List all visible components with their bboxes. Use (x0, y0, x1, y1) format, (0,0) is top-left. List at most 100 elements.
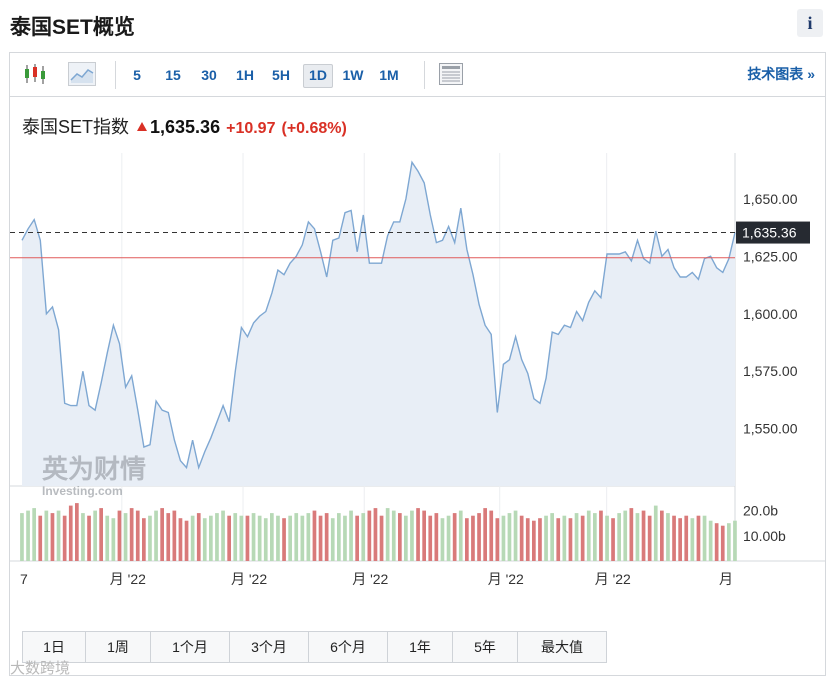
investing-watermark-logo: 英为财情 (42, 455, 146, 485)
volume-bar (282, 518, 286, 561)
volume-bar (361, 513, 366, 561)
interval-5[interactable]: 5 (133, 67, 141, 83)
volume-bar (160, 508, 164, 561)
volume-bar (544, 515, 548, 561)
up-arrow-icon (137, 122, 148, 131)
volume-bar (245, 515, 250, 561)
volume-bar (672, 515, 676, 561)
volume-bar (349, 510, 353, 561)
volume-bar (696, 515, 701, 561)
volume-bar (550, 513, 554, 561)
investing-watermark-text: Investing.com (42, 484, 123, 498)
volume-bar (221, 510, 225, 561)
volume-bar (117, 510, 122, 561)
volume-bar (580, 515, 585, 561)
corner-watermark: 大数跨境 (10, 660, 71, 677)
toolbar-divider (424, 61, 425, 89)
volume-bar (300, 515, 305, 561)
volume-bar (660, 510, 664, 561)
volume-bar (404, 515, 408, 561)
volume-bar (209, 515, 213, 561)
interval-5h[interactable]: 5H (272, 67, 290, 83)
volume-bar (690, 518, 695, 561)
interval-1d[interactable]: 1D (303, 64, 333, 88)
volume-bar (556, 518, 561, 561)
index-name: 泰国SET指数 (22, 117, 130, 137)
area-chart-icon[interactable] (68, 62, 96, 86)
volume-bar (56, 510, 61, 561)
y-tick-label: 1,575.00 (743, 363, 798, 379)
chart-toolbar: 5 15 30 1H 5H 1D 1W 1M 技术图表 » (10, 53, 825, 97)
volume-bar (355, 515, 359, 561)
volume-bar (483, 508, 487, 561)
volume-bar (148, 515, 152, 561)
technical-chart-link[interactable]: 技术图表 » (747, 66, 815, 82)
volume-bar (678, 518, 682, 561)
table-view-icon[interactable] (438, 62, 464, 86)
volume-bar (129, 508, 134, 561)
volume-bar (172, 510, 177, 561)
volume-bar (495, 518, 500, 561)
candlestick-icon[interactable] (22, 62, 48, 86)
volume-bar (142, 518, 146, 561)
range-tab-3m[interactable]: 3个月 (230, 632, 309, 662)
range-selector: 1日 1周 1个月 3个月 6个月 1年 5年 最大值 (22, 631, 607, 663)
volume-bar (507, 513, 512, 561)
x-tick-label: 月 (719, 571, 733, 587)
range-tab-1d[interactable]: 1日 (23, 632, 86, 662)
range-tab-1m[interactable]: 1个月 (151, 632, 230, 662)
page-title: 泰国SET概览 (10, 16, 135, 39)
volume-bar (196, 513, 201, 561)
volume-bar (586, 510, 591, 561)
interval-1h[interactable]: 1H (236, 67, 254, 83)
x-tick-label: 月 '22 (110, 571, 146, 587)
volume-bar (410, 510, 414, 561)
volume-bar (123, 513, 128, 561)
range-tab-max[interactable]: 最大值 (541, 639, 583, 655)
y-tick-label: 1,625.00 (743, 248, 798, 264)
interval-30[interactable]: 30 (201, 67, 217, 83)
volume-bar (251, 513, 256, 561)
interval-1w[interactable]: 1W (342, 67, 364, 83)
volume-bar (593, 513, 597, 561)
range-tab-5y[interactable]: 5年 (453, 632, 518, 662)
volume-bar (111, 518, 116, 561)
volume-bar (288, 515, 292, 561)
current-price-tag (736, 221, 810, 244)
volume-bar (398, 513, 402, 561)
volume-bar (538, 518, 542, 561)
current-price-label: 1,635.36 (742, 225, 797, 241)
info-button[interactable]: i (797, 9, 823, 37)
price-line (21, 160, 736, 471)
volume-bar (635, 513, 640, 561)
range-tab-1w[interactable]: 1周 (86, 632, 151, 662)
volume-bar (306, 513, 311, 561)
volume-bar (239, 515, 244, 561)
x-tick-label: 月 '22 (595, 571, 631, 587)
volume-bar (562, 515, 567, 561)
range-tab-6m[interactable]: 6个月 (309, 632, 388, 662)
volume-bar (44, 510, 49, 561)
volume-bar (611, 518, 615, 561)
volume-bar (343, 515, 347, 561)
x-tick-label: 月 '22 (231, 571, 267, 587)
volume-bar (532, 520, 536, 561)
volume-bar (270, 513, 274, 561)
volume-bar (32, 508, 36, 561)
volume-bar (702, 515, 707, 561)
volume-bar (105, 515, 110, 561)
interval-15[interactable]: 15 (165, 67, 181, 83)
price-chart[interactable]: 1,650.00 1,625.00 1,600.00 1,575.00 1,550.00… (10, 53, 825, 623)
volume-bar (318, 515, 323, 561)
volume-bar (605, 515, 609, 561)
volume-bar (81, 513, 85, 561)
volume-bar (720, 525, 725, 561)
volume-bar (446, 515, 451, 561)
chart-card: 5 15 30 1H 5H 1D 1W 1M 技术图表 » 泰国SET指数 1,6… (9, 52, 826, 676)
interval-1m[interactable]: 1M (379, 67, 399, 83)
volume-bar (26, 510, 30, 561)
volume-bar (513, 510, 518, 561)
range-tab-1y[interactable]: 1年 (388, 632, 453, 662)
x-tick-label: 月 '22 (488, 571, 524, 587)
price-area (22, 162, 735, 486)
